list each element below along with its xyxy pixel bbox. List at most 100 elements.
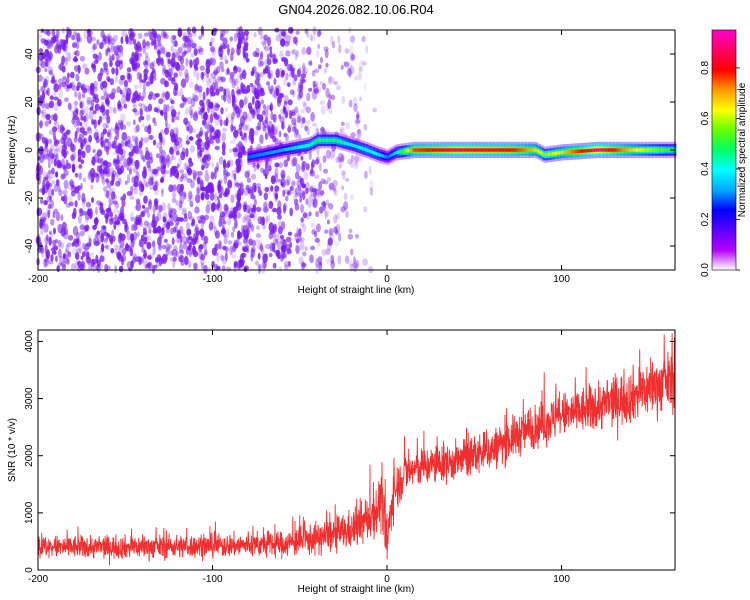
noise-speckle <box>211 29 217 36</box>
noise-speckle <box>244 187 249 196</box>
noise-speckle <box>260 91 265 96</box>
noise-speckle <box>52 239 56 246</box>
noise-speckle <box>46 55 52 63</box>
noise-speckle <box>217 191 223 198</box>
noise-speckle <box>226 67 230 74</box>
noise-speckle <box>178 257 183 262</box>
noise-speckle <box>218 179 223 185</box>
noise-speckle <box>38 133 44 140</box>
noise-speckle <box>173 245 178 252</box>
noise-speckle <box>322 82 326 91</box>
noise-speckle <box>333 185 337 195</box>
noise-speckle <box>48 236 52 246</box>
noise-speckle <box>188 124 193 134</box>
noise-speckle <box>176 229 182 239</box>
noise-speckle <box>217 199 221 209</box>
noise-speckle <box>104 138 109 143</box>
noise-speckle <box>230 112 235 120</box>
noise-speckle <box>301 117 306 124</box>
noise-speckle <box>114 264 117 274</box>
noise-speckle <box>151 240 156 248</box>
noise-speckle <box>204 235 209 245</box>
signal-cell <box>279 148 282 153</box>
signal-cell <box>475 148 477 152</box>
noise-speckle <box>284 264 289 270</box>
noise-speckle <box>147 262 152 267</box>
noise-speckle <box>238 259 244 268</box>
colorbar-tick-label: 0.0 <box>700 263 711 277</box>
signal-cell <box>618 148 621 152</box>
noise-speckle <box>167 218 173 223</box>
noise-speckle <box>105 208 111 213</box>
signal-cell <box>299 145 301 149</box>
noise-speckle <box>290 111 296 116</box>
noise-speckle <box>155 153 161 159</box>
noise-speckle <box>306 28 310 38</box>
noise-speckle <box>42 171 48 180</box>
noise-speckle <box>94 234 99 244</box>
noise-speckle <box>142 39 146 49</box>
noise-speckle <box>353 256 356 264</box>
noise-speckle <box>164 127 170 135</box>
signal-cell <box>435 148 438 152</box>
noise-speckle <box>162 91 166 98</box>
noise-speckle <box>338 152 344 162</box>
noise-speckle <box>264 108 269 118</box>
signal-cell <box>581 149 583 153</box>
noise-speckle <box>228 214 234 219</box>
noise-speckle <box>111 67 115 75</box>
noise-speckle <box>230 247 234 253</box>
noise-speckle <box>178 200 183 209</box>
noise-speckle <box>280 30 286 37</box>
noise-speckle <box>77 148 82 156</box>
noise-speckle <box>111 170 117 178</box>
noise-speckle <box>93 95 98 100</box>
noise-speckle <box>85 144 91 154</box>
noise-speckle <box>96 39 100 45</box>
noise-speckle <box>237 265 241 270</box>
noise-speckle <box>298 228 302 237</box>
noise-speckle <box>192 171 196 178</box>
noise-speckle <box>61 27 65 34</box>
noise-speckle <box>120 196 124 201</box>
signal-cell <box>484 148 487 152</box>
signal-cell <box>444 148 446 152</box>
noise-speckle <box>79 121 83 127</box>
noise-speckle <box>133 182 139 188</box>
noise-speckle <box>114 244 119 251</box>
noise-speckle <box>348 228 353 234</box>
noise-speckle <box>188 157 193 164</box>
noise-speckle <box>267 165 272 172</box>
noise-speckle <box>120 36 124 45</box>
noise-speckle <box>61 55 65 66</box>
noise-speckle <box>83 225 89 232</box>
noise-speckle <box>49 95 54 101</box>
noise-speckle <box>257 121 262 131</box>
noise-speckle <box>104 244 109 249</box>
noise-speckle <box>145 42 151 50</box>
noise-speckle <box>249 128 255 138</box>
signal-cell <box>264 152 266 156</box>
noise-speckle <box>254 99 261 110</box>
noise-speckle <box>44 258 49 267</box>
noise-speckle <box>246 84 251 93</box>
y-tick-label: 3000 <box>24 387 35 410</box>
noise-speckle <box>53 158 57 167</box>
noise-speckle <box>262 41 267 49</box>
noise-speckle <box>46 55 52 63</box>
noise-speckle <box>315 188 321 196</box>
noise-speckle <box>343 61 347 66</box>
noise-speckle <box>299 196 303 203</box>
noise-speckle <box>214 166 219 173</box>
noise-speckle <box>80 116 84 121</box>
noise-speckle <box>105 216 110 223</box>
noise-speckle <box>219 211 226 218</box>
noise-speckle <box>341 154 345 162</box>
noise-speckle <box>45 152 49 160</box>
noise-speckle <box>345 122 351 130</box>
noise-speckle <box>230 194 235 204</box>
noise-speckle <box>343 201 349 211</box>
noise-speckle <box>82 138 87 147</box>
noise-speckle <box>133 103 138 110</box>
noise-speckle <box>198 35 202 40</box>
